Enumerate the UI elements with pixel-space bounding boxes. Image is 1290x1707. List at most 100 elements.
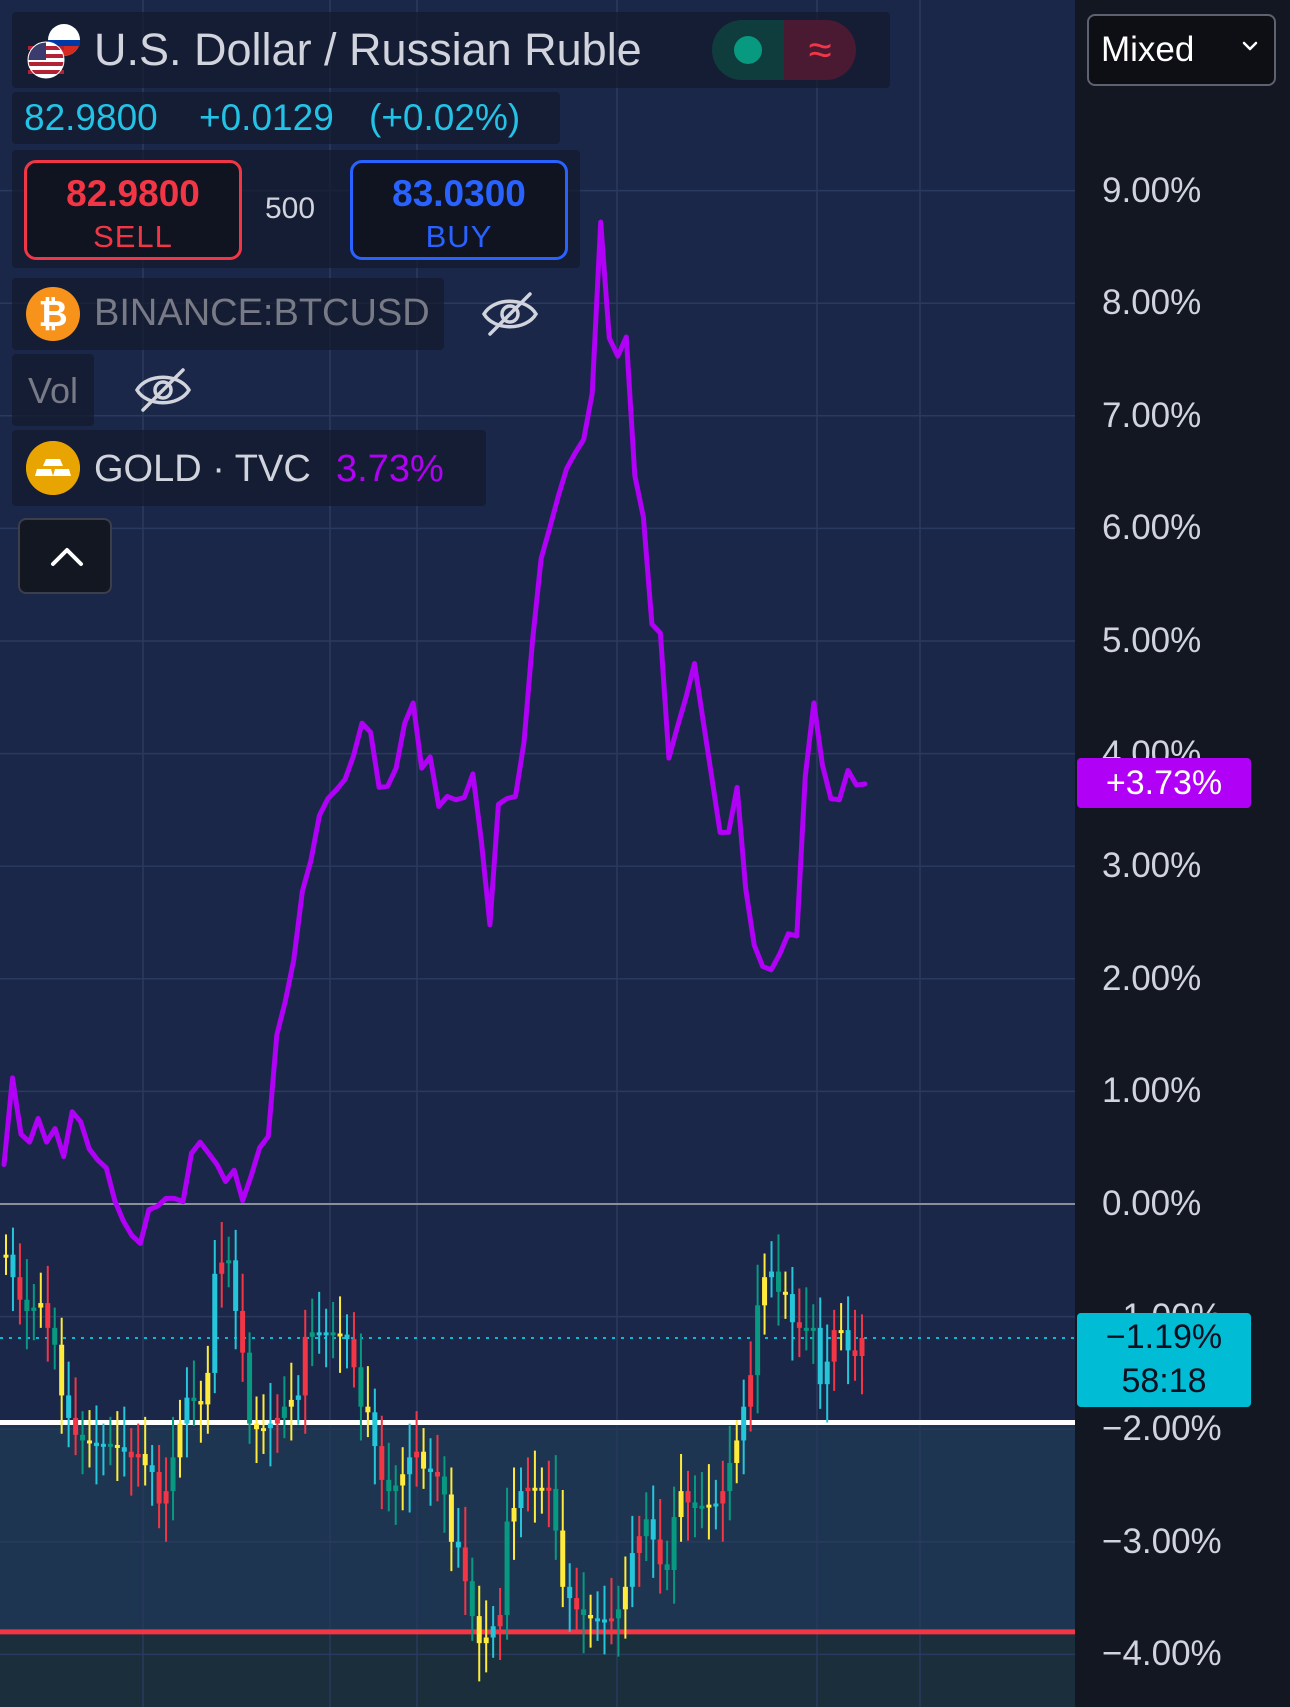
rub-candle-body bbox=[233, 1260, 239, 1311]
delayed-data-icon[interactable]: ≈ bbox=[784, 20, 856, 80]
eye-off-icon[interactable] bbox=[133, 365, 193, 415]
rub-candle-body bbox=[191, 1397, 197, 1402]
price-scale-tick-label: 9.00% bbox=[1102, 170, 1202, 210]
rub-candle-body bbox=[602, 1619, 608, 1623]
rub-candle-body bbox=[114, 1444, 120, 1448]
spread-value: 500 bbox=[265, 192, 316, 225]
price-scale[interactable] bbox=[1075, 0, 1290, 1707]
symbol-title[interactable]: U.S. Dollar / Russian Ruble bbox=[94, 24, 642, 75]
rub-candle-body bbox=[3, 1254, 9, 1258]
rub-candle-body bbox=[706, 1504, 712, 1508]
trade-buttons-row: 82.9800 SELL 500 83.0300 BUY bbox=[12, 150, 580, 268]
rub-candle-body bbox=[713, 1503, 719, 1507]
rub-candle-body bbox=[198, 1401, 204, 1405]
rub-candle-body bbox=[365, 1406, 371, 1413]
btc-symbol-name[interactable]: BINANCE:BTCUSD bbox=[94, 292, 430, 334]
rub-candle-body bbox=[720, 1491, 726, 1504]
rub-candle-body bbox=[80, 1434, 86, 1441]
rub-candle-body bbox=[156, 1471, 162, 1504]
rub-candle-body bbox=[170, 1457, 176, 1492]
rub-candle-body bbox=[163, 1491, 169, 1504]
rub-candle-body bbox=[93, 1442, 99, 1447]
market-status-open[interactable] bbox=[712, 20, 784, 80]
rub-candle-body bbox=[636, 1536, 642, 1554]
scale-mode-select[interactable]: Mixed bbox=[1087, 14, 1276, 86]
rub-candle-body bbox=[358, 1367, 364, 1407]
rub-candle-body bbox=[121, 1447, 127, 1452]
rub-candle-body bbox=[664, 1564, 670, 1570]
rub-candle-body bbox=[462, 1547, 468, 1582]
chevron-up-icon bbox=[51, 548, 83, 566]
rub-candle-body bbox=[748, 1375, 754, 1407]
sell-button[interactable]: 82.9800 SELL bbox=[24, 160, 242, 260]
rub-candle-body bbox=[414, 1451, 420, 1458]
rub-candle-body bbox=[421, 1451, 427, 1469]
rub-candle-body bbox=[386, 1479, 392, 1492]
rub-candle-body bbox=[615, 1609, 621, 1619]
rub-candle-body bbox=[372, 1412, 378, 1447]
btc-legend-row[interactable]: ₿ BINANCE:BTCUSD bbox=[12, 278, 444, 350]
chart-svg[interactable] bbox=[0, 0, 1075, 1707]
sell-label: SELL bbox=[93, 219, 173, 254]
rub-candle-body bbox=[267, 1423, 273, 1429]
gold-symbol-name[interactable]: GOLD · TVC bbox=[94, 448, 311, 490]
market-status-pill[interactable]: ≈ bbox=[712, 20, 856, 80]
us-ru-flag-icon bbox=[27, 24, 80, 79]
sell-price: 82.9800 bbox=[66, 173, 200, 214]
rub-candle-body bbox=[525, 1487, 531, 1492]
rub-candle-body bbox=[135, 1453, 141, 1458]
symbol-legend-row[interactable]: U.S. Dollar / Russian Ruble ≈ bbox=[12, 12, 890, 88]
rub-candle-body bbox=[595, 1618, 601, 1622]
rub-candle-body bbox=[45, 1303, 51, 1328]
rub-candle-body bbox=[274, 1417, 280, 1424]
volume-legend-row[interactable]: Vol bbox=[12, 354, 94, 426]
collapse-legend-button[interactable] bbox=[18, 518, 112, 594]
rub-candle-body bbox=[532, 1487, 538, 1491]
scale-mode-value: Mixed bbox=[1101, 30, 1195, 69]
price-scale-tick-label: 8.00% bbox=[1102, 283, 1202, 323]
rub-candle-body bbox=[309, 1332, 315, 1337]
gold-last-value-badge: +3.73% bbox=[1077, 758, 1251, 808]
rub-candle-body bbox=[789, 1294, 795, 1323]
price-scale-tick-label: 6.00% bbox=[1102, 508, 1202, 548]
rub-candle-body bbox=[24, 1299, 30, 1311]
rub-candle-body bbox=[817, 1327, 823, 1385]
rub-candle-body bbox=[31, 1307, 37, 1311]
price-change: +0.0129 bbox=[199, 97, 334, 138]
bar-countdown: 58:18 bbox=[1121, 1362, 1207, 1400]
gold-legend-row[interactable]: GOLD · TVC 3.73% bbox=[12, 430, 486, 506]
rub-candle-body bbox=[650, 1519, 656, 1540]
rub-candle-body bbox=[831, 1330, 837, 1362]
rub-candle-body bbox=[490, 1626, 496, 1638]
rub-candle-body bbox=[483, 1637, 489, 1644]
buy-button[interactable]: 83.0300 BUY bbox=[350, 160, 568, 260]
chart-plot-area[interactable] bbox=[0, 0, 1075, 1707]
volume-label[interactable]: Vol bbox=[28, 370, 79, 411]
rub-candle-body bbox=[434, 1471, 440, 1477]
rub-candle-body bbox=[205, 1372, 211, 1405]
rub-candle-body bbox=[775, 1271, 781, 1292]
price-scale-tick-label: 0.00% bbox=[1102, 1184, 1202, 1223]
rub-candle-body bbox=[38, 1303, 44, 1308]
rub-candle-body bbox=[782, 1291, 788, 1295]
rub-candle-body bbox=[824, 1361, 830, 1385]
rub-candle-body bbox=[553, 1488, 559, 1531]
rub-candle-body bbox=[149, 1465, 155, 1472]
rub-candle-body bbox=[428, 1468, 434, 1472]
rub-candle-body bbox=[240, 1310, 246, 1353]
rub-candle-body bbox=[734, 1440, 740, 1463]
rub-candle-body bbox=[769, 1271, 775, 1278]
rub-candle-body bbox=[379, 1446, 385, 1480]
rub-candle-body bbox=[100, 1443, 106, 1447]
eye-off-icon[interactable] bbox=[480, 289, 540, 339]
rub-candle-body bbox=[657, 1539, 663, 1565]
rub-candle-body bbox=[323, 1332, 329, 1336]
rub-badge-value: −1.19% bbox=[1105, 1318, 1223, 1356]
range-fill-upper bbox=[0, 1422, 1075, 1632]
rub-candle-body bbox=[678, 1491, 684, 1518]
rub-candle-body bbox=[351, 1339, 357, 1368]
rub-candle-body bbox=[10, 1254, 16, 1278]
rub-candle-body bbox=[455, 1541, 461, 1548]
rub-candle-body bbox=[838, 1330, 844, 1334]
buy-price: 83.0300 bbox=[392, 173, 526, 214]
